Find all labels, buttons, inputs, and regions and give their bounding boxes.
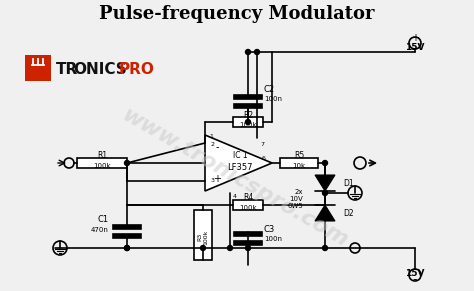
Circle shape <box>255 49 259 54</box>
Circle shape <box>53 241 67 255</box>
Text: D2: D2 <box>343 208 354 217</box>
Text: 470n: 470n <box>91 227 109 233</box>
Text: R3
100k: R3 100k <box>198 229 209 245</box>
Text: +: + <box>213 174 221 184</box>
Bar <box>25 55 51 81</box>
Bar <box>233 117 263 127</box>
Circle shape <box>201 246 206 251</box>
Text: -: - <box>215 142 219 152</box>
Circle shape <box>125 161 129 166</box>
Circle shape <box>348 186 362 200</box>
Bar <box>280 158 318 168</box>
Circle shape <box>409 37 421 49</box>
Bar <box>113 234 141 238</box>
Text: +: + <box>411 33 419 43</box>
Text: -: - <box>413 274 417 287</box>
Circle shape <box>246 49 250 54</box>
Polygon shape <box>315 205 335 221</box>
Text: 3: 3 <box>211 178 215 184</box>
Text: D1: D1 <box>343 178 354 187</box>
Bar <box>234 241 262 245</box>
Text: 4: 4 <box>233 194 237 198</box>
Circle shape <box>125 246 129 251</box>
Text: 2: 2 <box>211 143 215 148</box>
Text: 6: 6 <box>262 155 266 161</box>
Text: 10k: 10k <box>292 163 306 169</box>
Text: www.tronicspro.com: www.tronicspro.com <box>118 105 352 251</box>
Polygon shape <box>205 135 272 191</box>
Text: C2: C2 <box>264 84 275 93</box>
Circle shape <box>322 246 328 251</box>
Text: C1: C1 <box>98 216 109 224</box>
Text: 100k: 100k <box>239 205 257 211</box>
Circle shape <box>246 120 250 125</box>
Text: 100n: 100n <box>264 96 282 102</box>
Circle shape <box>409 269 421 281</box>
Bar <box>234 232 262 236</box>
Text: 1: 1 <box>209 134 213 139</box>
Bar <box>113 225 141 229</box>
Text: PRO: PRO <box>119 63 155 77</box>
Bar <box>234 95 262 99</box>
Circle shape <box>228 246 233 251</box>
Circle shape <box>246 246 250 251</box>
Text: LF357: LF357 <box>227 164 253 173</box>
Text: ONICS: ONICS <box>73 63 127 77</box>
Text: R2: R2 <box>243 111 253 120</box>
Text: Pulse-frequency Modulator: Pulse-frequency Modulator <box>99 5 375 23</box>
Text: 15V: 15V <box>405 269 425 278</box>
Text: C3: C3 <box>264 224 275 233</box>
Text: R1: R1 <box>97 152 107 161</box>
Circle shape <box>350 243 360 253</box>
Text: 100n: 100n <box>264 236 282 242</box>
Bar <box>233 200 263 210</box>
Text: 100k: 100k <box>93 163 111 169</box>
Circle shape <box>322 161 328 166</box>
Text: 15V: 15V <box>405 43 425 52</box>
Text: TR: TR <box>56 63 78 77</box>
Text: 7: 7 <box>260 143 264 148</box>
Text: R5: R5 <box>294 152 304 161</box>
Text: 2x
10V
0W5: 2x 10V 0W5 <box>287 189 303 209</box>
Text: IC 1: IC 1 <box>233 150 247 159</box>
Text: R4: R4 <box>243 194 253 203</box>
Bar <box>234 104 262 108</box>
Bar <box>194 210 212 260</box>
Circle shape <box>125 246 129 251</box>
Circle shape <box>354 157 366 169</box>
Text: 100k: 100k <box>239 122 257 128</box>
Circle shape <box>322 191 328 196</box>
Polygon shape <box>315 175 335 191</box>
Circle shape <box>64 158 74 168</box>
Bar <box>77 158 127 168</box>
